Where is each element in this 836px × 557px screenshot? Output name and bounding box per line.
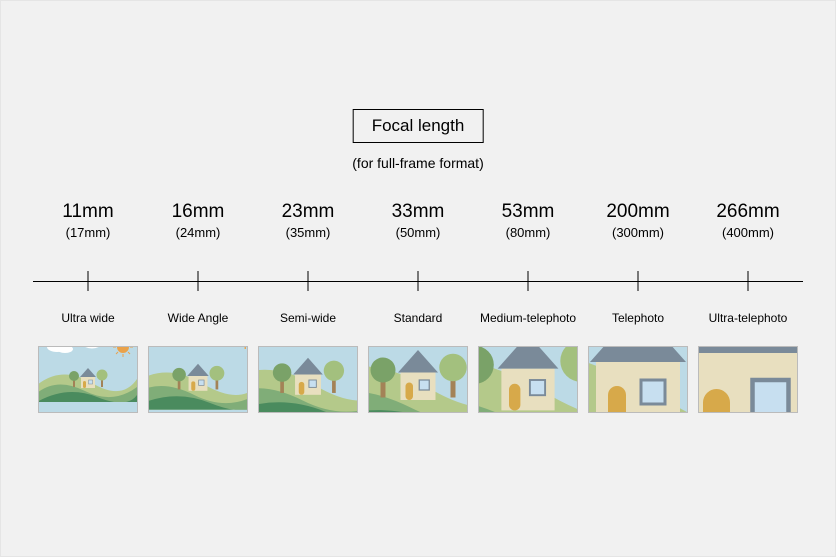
category-label: Semi-wide xyxy=(253,311,363,325)
thumbnail-wrapper xyxy=(363,346,473,413)
thumbnail-row xyxy=(33,346,803,413)
title-text: Focal length xyxy=(372,116,465,135)
axis-tick xyxy=(638,271,639,291)
thumbnail-wrapper xyxy=(253,346,363,413)
landscape-icon xyxy=(478,346,578,413)
landscape-icon xyxy=(368,346,468,413)
category-label-row: Ultra wideWide AngleSemi-wideStandardMed… xyxy=(33,311,803,325)
focal-main: 23mm xyxy=(253,201,363,223)
thumbnail xyxy=(38,346,138,413)
title-box: Focal length xyxy=(353,109,484,143)
focal-full-frame: (300mm) xyxy=(583,225,693,240)
category-label: Standard xyxy=(363,311,473,325)
axis-tick xyxy=(197,271,198,291)
focal-full-frame: (24mm) xyxy=(143,225,253,240)
focal-main: 53mm xyxy=(473,201,583,223)
category-label: Ultra-telephoto xyxy=(693,311,803,325)
thumbnail xyxy=(148,346,248,413)
focal-full-frame: (50mm) xyxy=(363,225,473,240)
thumbnail xyxy=(368,346,468,413)
landscape-icon xyxy=(258,346,358,413)
landscape-icon xyxy=(148,346,248,409)
focal-main: 33mm xyxy=(363,201,473,223)
focal-column: 16mm (24mm) xyxy=(143,201,253,240)
category-label: Wide Angle xyxy=(143,311,253,325)
axis-tick xyxy=(307,271,308,291)
focal-full-frame: (35mm) xyxy=(253,225,363,240)
thumbnail xyxy=(258,346,358,413)
focal-full-frame: (80mm) xyxy=(473,225,583,240)
focal-column: 11mm (17mm) xyxy=(33,201,143,240)
focal-main: 16mm xyxy=(143,201,253,223)
axis-tick xyxy=(748,271,749,291)
thumbnail-wrapper xyxy=(693,346,803,413)
subtitle-text: (for full-frame format) xyxy=(352,155,483,171)
focal-length-row: 11mm (17mm)16mm (24mm)23mm (35mm)33mm (50mm)… xyxy=(33,201,803,240)
axis-tick xyxy=(418,271,419,291)
focal-column: 23mm (35mm) xyxy=(253,201,363,240)
focal-column: 200mm (300mm) xyxy=(583,201,693,240)
axis xyxy=(33,271,803,291)
thumbnail xyxy=(588,346,688,413)
focal-full-frame: (17mm) xyxy=(33,225,143,240)
thumbnail-wrapper xyxy=(143,346,253,413)
category-label: Ultra wide xyxy=(33,311,143,325)
focal-column: 53mm (80mm) xyxy=(473,201,583,240)
focal-full-frame: (400mm) xyxy=(693,225,803,240)
landscape-icon xyxy=(588,346,688,413)
thumbnail xyxy=(478,346,578,413)
focal-main: 266mm xyxy=(693,201,803,223)
focal-main: 200mm xyxy=(583,201,693,223)
landscape-icon xyxy=(38,346,137,402)
focal-column: 266mm (400mm) xyxy=(693,201,803,240)
thumbnail-wrapper xyxy=(583,346,693,413)
landscape-icon xyxy=(698,346,798,413)
axis-tick xyxy=(528,271,529,291)
category-label: Medium-telephoto xyxy=(473,311,583,325)
thumbnail-wrapper xyxy=(33,346,143,413)
focal-main: 11mm xyxy=(33,201,143,223)
category-label: Telephoto xyxy=(583,311,693,325)
focal-column: 33mm (50mm) xyxy=(363,201,473,240)
thumbnail xyxy=(698,346,798,413)
axis-tick xyxy=(87,271,88,291)
thumbnail-wrapper xyxy=(473,346,583,413)
